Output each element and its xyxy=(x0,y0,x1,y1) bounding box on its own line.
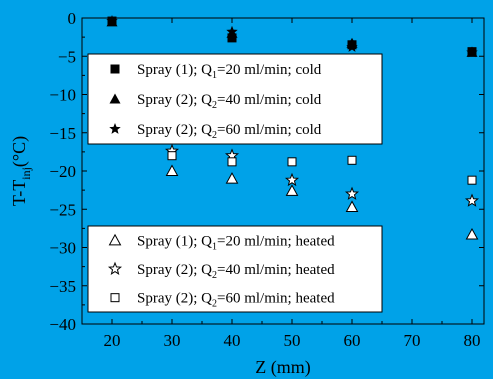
data-point xyxy=(227,157,237,167)
x-tick-label: 80 xyxy=(464,331,481,350)
legend-entry-label: Spray (2); Q2=40 ml/min; cold xyxy=(137,92,322,111)
data-point xyxy=(344,186,360,200)
axes: 20 30 40 50 60 70 80 0 −5 −10 −15 −20 −25 −30 −35 −40 xyxy=(49,9,484,350)
y-axis-label-main: T-T xyxy=(9,180,29,206)
y-tick-label: −10 xyxy=(49,86,76,105)
legend-label-sub: 1 xyxy=(212,70,217,81)
x-tick-label: 30 xyxy=(164,331,181,350)
legend-label-pre: Spray (1); Q xyxy=(137,233,212,249)
data-point xyxy=(466,46,478,58)
data-point xyxy=(285,184,299,196)
legend-label-sub: 2 xyxy=(212,130,217,141)
legend-marker xyxy=(109,123,121,134)
data-point xyxy=(284,172,300,187)
legend-label-pre: Spray (2); Q xyxy=(137,291,212,307)
y-tick-label: −40 xyxy=(49,315,76,334)
legend-entry-label: Spray (1); Q1=20 ml/min; heated xyxy=(137,233,335,252)
series-3 xyxy=(106,15,478,58)
legend-marker xyxy=(107,261,123,275)
legend-box xyxy=(87,225,383,313)
legend-marker xyxy=(108,233,122,246)
y-axis-label-sub: inj xyxy=(19,167,33,180)
legend-label-post: =40 ml/min; cold xyxy=(217,92,322,108)
legend-entry-label: Spray (2); Q2=60 ml/min; heated xyxy=(137,291,335,310)
data-point xyxy=(346,41,358,52)
x-tick-label: 40 xyxy=(224,331,241,350)
y-tick-label: −35 xyxy=(49,277,76,296)
y-tick-label: −25 xyxy=(49,200,76,219)
y-tick-label: −20 xyxy=(49,162,76,181)
data-point xyxy=(287,157,297,167)
series-4 xyxy=(165,164,479,240)
data-point xyxy=(165,164,179,176)
legend-entry-label: Spray (1); Q1=20 ml/min; cold xyxy=(137,62,322,81)
data-point xyxy=(167,151,177,161)
legend-2: Spray (1); Q1=20 ml/min; heated Spray (2)… xyxy=(87,225,383,313)
data-point xyxy=(226,25,238,37)
x-tick-label: 50 xyxy=(284,331,301,350)
data-point xyxy=(345,200,359,212)
data-point xyxy=(227,33,237,43)
data-point xyxy=(225,172,239,184)
y-axis-label-unit: (°C) xyxy=(9,136,30,167)
x-tick-label: 60 xyxy=(344,331,361,350)
legend-marker xyxy=(110,293,120,303)
legend-label-post: =20 ml/min; cold xyxy=(217,62,322,78)
x-tick-label: 20 xyxy=(104,331,121,350)
legend-entry-label: Spray (2); Q2=40 ml/min; heated xyxy=(137,262,335,281)
legend-label-post: =20 ml/min; heated xyxy=(217,233,335,249)
legend-label-post: =60 ml/min; cold xyxy=(217,122,322,138)
x-tick-label: 70 xyxy=(404,331,421,350)
legend-label-pre: Spray (2); Q xyxy=(137,122,212,138)
legend-marker xyxy=(110,64,120,74)
y-tick-label: −15 xyxy=(49,124,76,143)
series-5 xyxy=(164,143,480,207)
legend-label-sub: 1 xyxy=(212,241,217,252)
series-6 xyxy=(167,151,477,185)
data-point xyxy=(464,193,480,207)
legend-marker xyxy=(109,93,121,104)
legend-label-post: =60 ml/min; heated xyxy=(217,291,335,307)
data-point xyxy=(465,227,479,240)
data-point xyxy=(106,15,118,26)
data-point xyxy=(467,175,477,185)
y-axis-label: T-Tinj(°C) xyxy=(9,136,33,206)
data-marks xyxy=(106,15,480,240)
legend-label-sub: 2 xyxy=(212,270,217,281)
legend-label-sub: 2 xyxy=(212,299,217,310)
legend-entry-label: Spray (2); Q2=60 ml/min; cold xyxy=(137,122,322,141)
legend-label-pre: Spray (2); Q xyxy=(137,92,212,108)
legend-1: Spray (1); Q1=20 ml/min; cold Spray (2); … xyxy=(87,53,383,145)
data-point xyxy=(347,155,357,165)
legend-label-post: =40 ml/min; heated xyxy=(217,262,335,278)
x-axis-label: Z (mm) xyxy=(255,357,311,378)
legend-label-sub: 2 xyxy=(212,100,217,111)
y-tick-label: 0 xyxy=(68,9,77,28)
legend-label-pre: Spray (2); Q xyxy=(137,262,212,278)
y-tick-label: −30 xyxy=(49,239,76,258)
y-tick-label: −5 xyxy=(58,47,76,66)
legend-box xyxy=(87,53,383,145)
legend-label-pre: Spray (1); Q xyxy=(137,62,212,78)
